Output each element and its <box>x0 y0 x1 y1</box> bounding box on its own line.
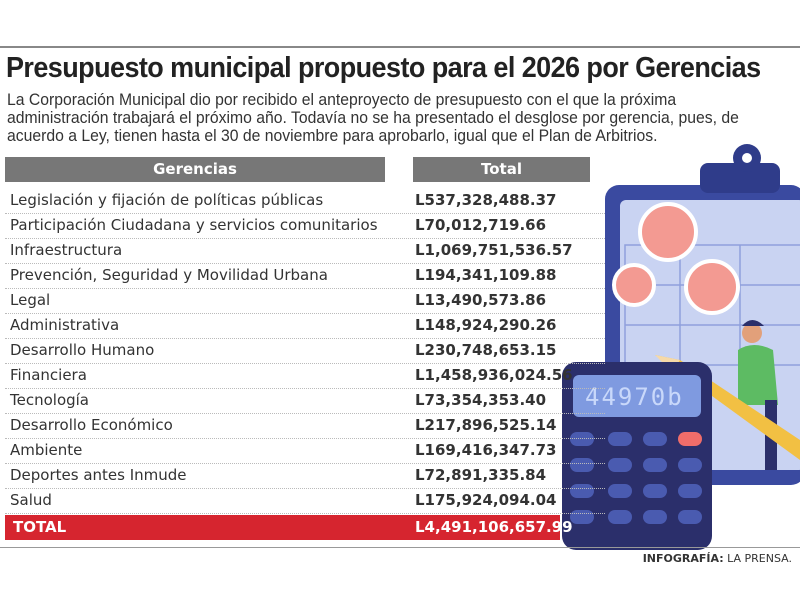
gerencia-name: Deportes antes Inmude <box>10 466 187 484</box>
table-row: Prevención, Seguridad y Movilidad Urbana… <box>5 263 605 289</box>
table-row: Desarrollo Económico L217,896,525.14 <box>5 413 605 439</box>
page-title: Presupuesto municipal propuesto para el … <box>6 52 761 84</box>
table-row: Financiera L1,458,936,024.56 <box>5 363 605 389</box>
calculator-icon: 44970b <box>562 362 712 550</box>
table-row: Legal L13,490,573.86 <box>5 288 605 314</box>
gerencia-total: L217,896,525.14 <box>415 416 557 434</box>
gerencia-name: Administrativa <box>10 316 120 334</box>
gerencia-total: L13,490,573.86 <box>415 291 547 309</box>
gerencia-total: L537,328,488.37 <box>415 191 557 209</box>
table-row: Desarrollo Humano L230,748,653.15 <box>5 338 605 364</box>
gerencia-name: Tecnología <box>10 391 89 409</box>
table-row: Tecnología L73,354,353.40 <box>5 388 605 414</box>
gerencia-total: L148,924,290.26 <box>415 316 557 334</box>
intro-text: La Corporación Municipal dio por recibid… <box>7 91 739 145</box>
table-row: Deportes antes Inmude L72,891,335.84 <box>5 463 605 489</box>
table-row: Ambiente L169,416,347.73 <box>5 438 605 464</box>
gerencia-name: Desarrollo Humano <box>10 341 155 359</box>
gerencia-total: L175,924,094.04 <box>415 491 557 509</box>
table-row: Salud L175,924,094.04 <box>5 488 605 514</box>
gerencia-total: L72,891,335.84 <box>415 466 547 484</box>
gerencia-total: L73,354,353.40 <box>415 391 547 409</box>
gerencia-name: Salud <box>10 491 52 509</box>
gerencia-total: L194,341,109.88 <box>415 266 557 284</box>
gerencia-name: Financiera <box>10 366 87 384</box>
header-total: Total <box>413 157 590 182</box>
gerencia-name: Participación Ciudadana y servicios comu… <box>10 216 378 234</box>
header-gerencias: Gerencias <box>5 157 385 182</box>
gerencia-total: L1,458,936,024.56 <box>415 366 573 384</box>
table-row: Infraestructura L1,069,751,536.57 <box>5 238 605 264</box>
gerencia-total: L1,069,751,536.57 <box>415 241 573 259</box>
table-row: Participación Ciudadana y servicios comu… <box>5 213 605 239</box>
top-rule <box>0 46 800 48</box>
gerencia-name: Ambiente <box>10 441 83 459</box>
gerencia-total: L230,748,653.15 <box>415 341 557 359</box>
total-value: L4,491,106,657.99 <box>415 518 573 536</box>
gerencia-name: Desarrollo Económico <box>10 416 173 434</box>
credit: INFOGRAFÍA: LA PRENSA. <box>643 552 792 565</box>
table-row: Legislación y fijación de políticas públ… <box>5 188 605 214</box>
gerencia-total: L169,416,347.73 <box>415 441 557 459</box>
gerencia-total: L70,012,719.66 <box>415 216 547 234</box>
gerencia-name: Legal <box>10 291 51 309</box>
calculator-display: 44970b <box>585 383 684 411</box>
gerencia-name: Legislación y fijación de políticas públ… <box>10 191 324 209</box>
table-row: Administrativa L148,924,290.26 <box>5 313 605 339</box>
total-label: TOTAL <box>13 518 67 536</box>
gerencia-name: Prevención, Seguridad y Movilidad Urbana <box>10 266 328 284</box>
gerencia-name: Infraestructura <box>10 241 123 259</box>
credit-source: LA PRENSA. <box>727 552 792 565</box>
total-row: TOTAL L4,491,106,657.99 <box>5 515 573 540</box>
bottom-rule <box>0 547 800 548</box>
credit-label: INFOGRAFÍA: <box>642 552 724 565</box>
